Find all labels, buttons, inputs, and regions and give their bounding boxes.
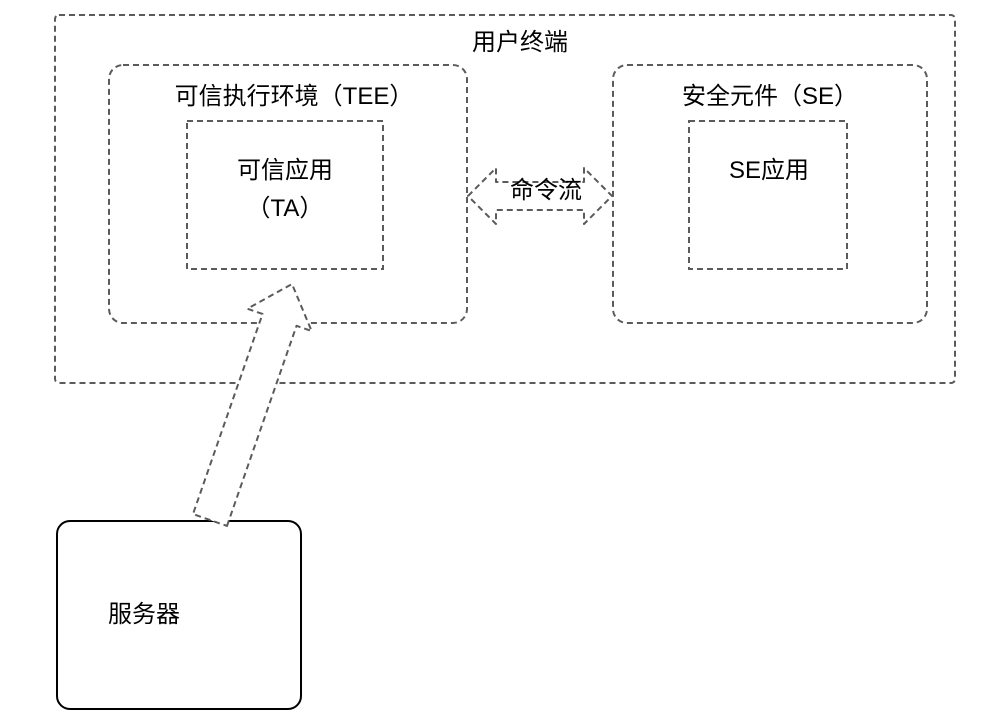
server-to-ta-arrow [0, 0, 1000, 726]
diag-arrow-poly [193, 284, 312, 526]
